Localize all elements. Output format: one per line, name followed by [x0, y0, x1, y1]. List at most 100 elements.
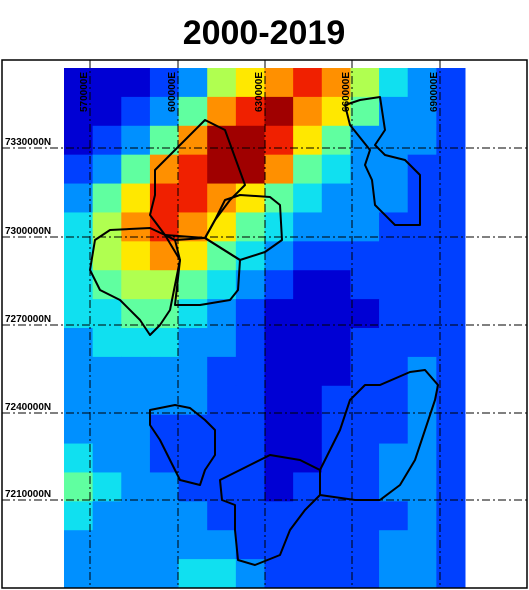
northing-label: 7330000N	[5, 137, 51, 148]
boundary	[149, 404, 216, 486]
raster-cell	[379, 125, 409, 156]
raster-cell	[293, 68, 323, 98]
raster-cell	[436, 328, 466, 358]
raster-cell	[92, 501, 122, 531]
raster-cell	[178, 154, 208, 185]
raster-cell	[92, 125, 122, 156]
raster-cell	[321, 183, 351, 213]
raster-cell	[178, 68, 208, 98]
raster-cell	[379, 559, 409, 589]
raster-cell	[350, 501, 380, 531]
raster-cell	[178, 559, 208, 589]
raster-cell	[207, 241, 237, 271]
raster-cell	[350, 443, 380, 473]
raster-cell	[64, 96, 94, 127]
raster-cell	[293, 414, 323, 445]
raster-cell	[64, 530, 94, 560]
raster-cell	[121, 183, 151, 213]
raster-cell	[407, 501, 437, 531]
raster-cell	[407, 154, 437, 185]
raster-cell	[64, 443, 94, 473]
raster-cell	[407, 96, 437, 127]
boundaries	[89, 96, 439, 566]
raster-cell	[436, 530, 466, 560]
raster-cell	[207, 501, 237, 531]
raster-cell	[264, 68, 294, 98]
raster-cell	[121, 559, 151, 589]
raster-cell	[321, 559, 351, 589]
raster-cell	[350, 530, 380, 560]
raster-cell	[436, 270, 466, 300]
raster-cell	[149, 385, 180, 416]
raster-cell	[321, 154, 351, 185]
easting-label: 570000E	[79, 72, 90, 112]
raster-cell	[436, 241, 466, 271]
raster-cell	[207, 68, 237, 98]
raster-cell	[264, 183, 294, 213]
raster-cell	[64, 125, 94, 156]
raster-cell	[178, 356, 208, 387]
raster-cell	[121, 501, 151, 531]
raster-cell	[149, 328, 180, 358]
raster-cell	[178, 530, 208, 560]
raster-cell	[407, 270, 437, 300]
raster-cell	[121, 328, 151, 358]
raster-cell	[407, 328, 437, 358]
raster-cell	[178, 501, 208, 531]
raster-cell	[293, 270, 323, 300]
raster-cell	[407, 183, 437, 213]
raster-cell	[92, 154, 122, 185]
raster-cell	[293, 559, 323, 589]
raster-cell	[436, 183, 466, 213]
raster-cell	[64, 241, 94, 271]
raster-cell	[379, 501, 409, 531]
raster-cell	[149, 472, 180, 502]
raster-cell	[350, 385, 380, 416]
easting-label: 600000E	[167, 72, 178, 112]
raster-cell	[264, 125, 294, 156]
raster-cell	[321, 125, 351, 156]
raster-cell	[436, 154, 466, 185]
raster-cell	[436, 96, 466, 127]
raster-cell	[207, 154, 237, 185]
raster-cell	[121, 96, 151, 127]
raster-cell	[293, 501, 323, 531]
raster-cell	[293, 183, 323, 213]
frame	[1, 59, 528, 589]
raster-cell	[436, 68, 466, 98]
map-title: 2000-2019	[183, 14, 346, 52]
raster-cell	[64, 356, 94, 387]
raster-cell	[121, 154, 151, 185]
raster-cell	[149, 241, 180, 271]
northing-label: 7270000N	[5, 314, 51, 325]
raster-cell	[121, 270, 151, 300]
raster-cell	[293, 96, 323, 127]
raster-cell	[293, 125, 323, 156]
raster-cell	[264, 356, 294, 387]
boundary	[344, 96, 421, 226]
raster-cell	[264, 385, 294, 416]
raster-cell	[178, 241, 208, 271]
raster-cell	[407, 299, 437, 329]
raster-cell	[264, 328, 294, 358]
raster-cell	[121, 414, 151, 445]
raster-cell	[436, 414, 466, 445]
raster-cell	[64, 154, 94, 185]
raster-cell	[379, 414, 409, 445]
raster-cell	[121, 299, 151, 329]
raster-cell	[64, 559, 94, 589]
raster-cell	[149, 530, 180, 560]
raster-cell	[407, 385, 437, 416]
raster-cell	[436, 385, 466, 416]
easting-label: 660000E	[341, 72, 352, 112]
raster-cell	[321, 270, 351, 300]
raster-cell	[436, 443, 466, 473]
raster-cell	[64, 328, 94, 358]
raster-cell	[235, 530, 265, 560]
raster-cell	[293, 530, 323, 560]
boundary	[164, 234, 241, 306]
raster-cell	[293, 241, 323, 271]
raster-cell	[321, 241, 351, 271]
raster-cell	[121, 472, 151, 502]
